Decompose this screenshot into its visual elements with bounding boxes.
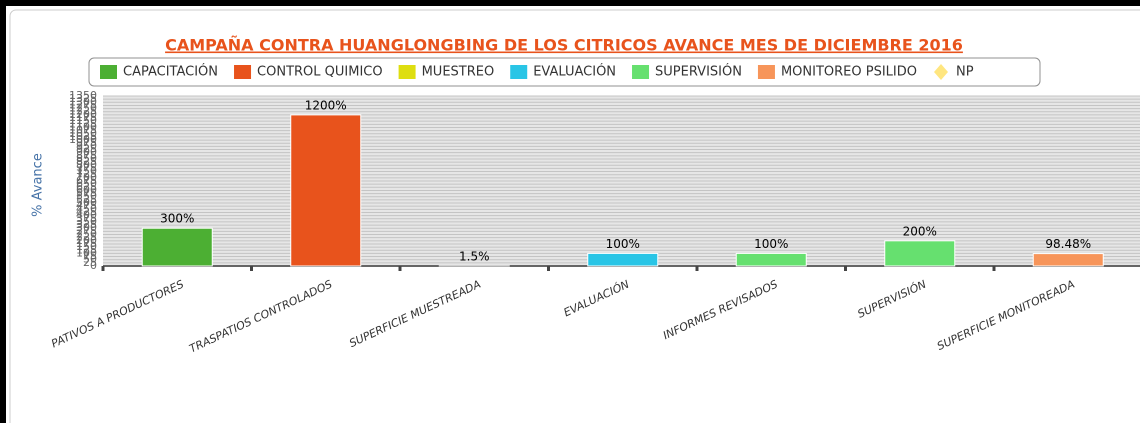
y-tick-label: 500 [76,196,97,209]
legend-marker [510,65,528,79]
y-tick-label: 1125 [69,117,97,130]
legend-label: CONTROL QUIMICO [257,65,383,80]
y-tick-label: 1025 [69,130,97,143]
legend-label: MONITOREO PSILIDO [781,65,917,80]
y-tick-label: 575 [76,187,97,200]
y-tick-label: 400 [76,209,97,222]
y-tick-label: 725 [76,168,97,181]
legend-marker [398,65,416,79]
y-tick-label: 825 [76,155,97,168]
y-tick-label: 650 [76,177,97,190]
y-tick-label: 875 [76,149,97,162]
legend-label: CAPACITACIÓN [123,64,218,80]
y-tick-label: 200 [76,234,97,247]
legend-marker [757,65,775,79]
y-tick-label: 275 [76,224,97,237]
y-tick-label: 925 [76,143,97,156]
y-tick-label: 750 [76,165,97,178]
y-tick-label: 1225 [69,105,97,118]
y-tick-label: 1175 [69,111,97,124]
y-tick-label: 1300 [69,95,97,108]
legend-label: EVALUACIÓN [533,64,616,80]
y-tick-label: 800 [76,158,97,171]
y-tick-label: 850 [76,152,97,165]
bar [735,252,807,267]
y-tick-label: 450 [76,202,97,215]
y-tick-label: 300 [76,221,97,234]
bar [587,252,659,267]
data-label: 98.48% [1045,237,1091,251]
y-tick-label: 950 [76,139,97,152]
bar [290,114,362,267]
data-label: 100% [754,237,788,251]
bar [141,227,213,267]
y-tick-label: 0 [90,259,97,272]
bar [1032,253,1104,267]
data-label: 1.5% [459,249,490,263]
y-axis-label: % Avance [31,153,46,217]
legend-marker [234,65,252,79]
y-tick-label: 1275 [69,98,97,111]
legend-label: SUPERVISIÓN [655,64,742,80]
y-tick-label: 1325 [69,92,97,105]
y-tick-label: 550 [76,190,97,203]
y-tick-label: 600 [76,183,97,196]
y-tick-label: 1200 [69,108,97,121]
y-tick-label: 150 [76,240,97,253]
y-tick-label: 250 [76,228,97,241]
y-tick-label: 1150 [69,114,97,127]
y-tick-label: 475 [76,199,97,212]
legend-box [88,57,1041,87]
y-tick-label: 125 [76,243,97,256]
y-tick-label: 975 [76,136,97,149]
y-tick-label: 225 [76,231,97,244]
y-tick-label: 775 [76,161,97,174]
y-tick-label: 1075 [69,124,97,137]
y-tick-label: 525 [76,193,97,206]
data-label: 300% [160,212,194,226]
legend-marker [100,65,117,79]
chart-title: CAMPAÑA CONTRA HUANGLONGBING DE LOS CITR… [165,36,963,55]
y-tick-label: 900 [76,146,97,159]
y-tick-label: 325 [76,218,97,231]
y-tick-label: 1050 [69,127,97,140]
y-tick-label: 1350 [69,89,97,102]
y-tick-label: 425 [76,205,97,218]
y-tick-label: 175 [76,237,97,250]
legend-label: MUESTREO [422,65,495,80]
y-tick-label: 1000 [69,133,97,146]
data-label: 1200% [305,98,347,112]
y-tick-label: 700 [76,171,97,184]
y-tick-label: 1100 [69,120,97,133]
bar [884,240,956,267]
data-label: 200% [903,224,937,238]
y-tick-label: 375 [76,212,97,225]
legend-marker [632,65,650,79]
chart-border [9,9,1140,423]
data-label: 100% [606,237,640,251]
y-tick-label: 625 [76,180,97,193]
y-tick-label: 50 [83,253,97,266]
y-tick-label: 25 [83,256,97,269]
y-tick-label: 100 [76,246,97,259]
y-tick-label: 75 [83,250,97,263]
legend-marker [934,64,948,80]
y-tick-label: 675 [76,174,97,187]
y-tick-label: 1250 [69,102,97,115]
y-tick-label: 350 [76,215,97,228]
legend-label: NP [956,65,974,80]
